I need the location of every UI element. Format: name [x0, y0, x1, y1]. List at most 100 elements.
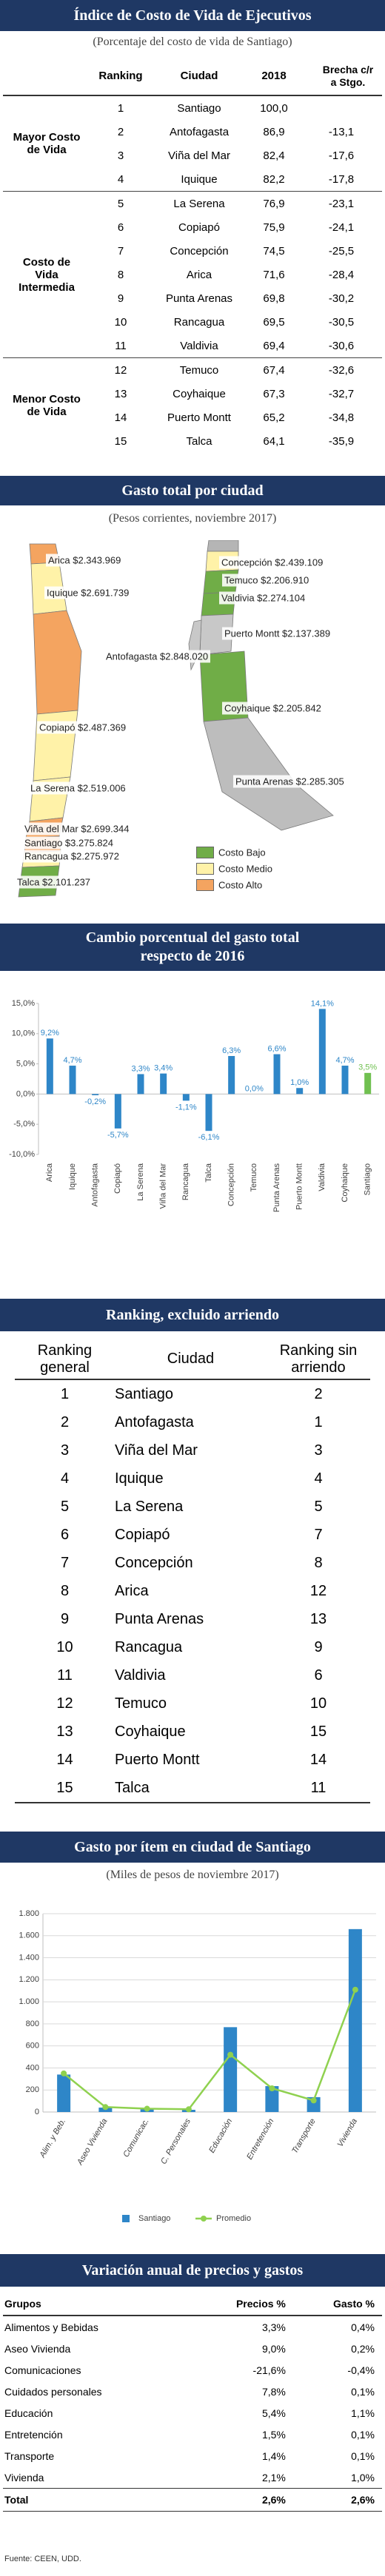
- city: Temuco: [115, 1695, 167, 1712]
- line-marker: [269, 2085, 275, 2091]
- table-row: Entretención 1,5% 0,1%: [3, 2424, 382, 2445]
- spend-change: -0,4%: [347, 2364, 375, 2376]
- city: Antofagasta: [115, 1413, 194, 1430]
- table-row: 9 Punta Arenas 69,8 -30,2: [3, 286, 382, 310]
- value-label: 3,4%: [154, 1064, 173, 1073]
- map-label: Iquique $2.691.739: [44, 586, 132, 599]
- y-tick-label: 0: [35, 2108, 39, 2116]
- x-tick-label: Santiago: [364, 1163, 372, 1195]
- map-label: Puerto Montt $2.137.389: [222, 627, 333, 640]
- empty-cell: [301, 95, 382, 120]
- line-marker: [310, 2097, 317, 2104]
- table-row: 14 Puerto Montt 65,2 -34,8: [3, 406, 382, 429]
- index-value: 76,9: [247, 191, 301, 215]
- table-row: 13 Coyhaique 15: [15, 1718, 370, 1746]
- rank: 3: [117, 149, 124, 162]
- city: Coyhaique: [115, 1723, 186, 1740]
- rank: 13: [56, 1723, 73, 1740]
- y-tick-label: 10,0%: [12, 1029, 35, 1038]
- y-tick-label: 1.000: [19, 1997, 39, 2006]
- city: La Serena: [115, 1498, 184, 1515]
- table-row: 1 Santiago 2: [15, 1379, 370, 1408]
- map-label: Antofagasta $2.848.020: [104, 650, 211, 663]
- group-label: Menor Costo de Vida: [3, 357, 90, 453]
- chart: -10,0% -5,0% 0,0% 5,0% 10,0% 15,0% 9,2% 4,7% -0,…: [9, 999, 379, 1213]
- rank: 12: [90, 357, 151, 382]
- gap-value: -30,6: [328, 339, 355, 352]
- city: Santiago: [115, 1385, 173, 1402]
- map-label: Talca $2.101.237: [15, 875, 93, 889]
- table-row: 12 Temuco 10: [15, 1689, 370, 1718]
- city: Viña del Mar: [168, 149, 230, 162]
- rank: 13: [114, 387, 127, 400]
- header-cell: [3, 58, 90, 96]
- rank: 3: [60, 1442, 70, 1459]
- section-header: Gasto total por ciudad: [0, 476, 385, 505]
- bar: [318, 1009, 326, 1094]
- rank: 9: [60, 1610, 70, 1627]
- table-row: Menor Costo de Vida 12 Temuco 67,4 -32,6: [3, 357, 382, 453]
- group: Comunicaciones: [4, 2364, 81, 2376]
- city: Talca: [186, 434, 212, 448]
- price-change: 9,0%: [261, 2342, 286, 2355]
- table-row: 11 Valdivia 69,4 -30,6: [3, 334, 382, 358]
- group: Vivienda: [4, 2471, 44, 2483]
- x-tick-label: Transporte: [290, 2117, 318, 2155]
- rank: 9: [117, 292, 124, 305]
- group-label: Costo de Vida Intermedia: [3, 191, 90, 358]
- rank-no-rent: 6: [314, 1667, 323, 1684]
- x-tick-label: Entretención: [245, 2117, 275, 2161]
- table-row: 14 Puerto Montt 14: [15, 1746, 370, 1774]
- table-row: 9 Punta Arenas 13: [15, 1605, 370, 1633]
- spend-change: 1,1%: [351, 2407, 375, 2419]
- spend-change: 0,4%: [351, 2321, 375, 2333]
- bar: [114, 1094, 121, 1129]
- table-row: 4 Iquique 82,2 -17,8: [3, 167, 382, 192]
- index-value: 65,2: [263, 411, 285, 424]
- x-tick-label: La Serena: [136, 1163, 145, 1201]
- spend-change: 1,0%: [351, 2471, 375, 2483]
- x-tick-label: Puerto Montt: [295, 1163, 304, 1210]
- price-change: 1,4%: [261, 2449, 286, 2462]
- total-label: Total: [3, 2488, 195, 2512]
- region: [207, 540, 239, 552]
- map-label: Rancagua $2.275.972: [22, 850, 121, 863]
- total-row: Total 2,6% 2,6%: [3, 2488, 382, 2512]
- x-tick-label: Aseo Vivienda: [76, 2117, 110, 2168]
- gap-value: -23,1: [301, 191, 382, 215]
- group: Cuidados personales: [4, 2385, 102, 2398]
- table-row: 7 Concepción 8: [15, 1549, 370, 1577]
- rank-no-rent: 4: [314, 1470, 323, 1487]
- rank: 4: [60, 1470, 70, 1487]
- city: Iquique: [115, 1470, 164, 1487]
- gap-value: -17,8: [328, 172, 355, 186]
- rank-no-rent: 13: [309, 1610, 327, 1627]
- x-tick-label: C. Personales: [159, 2117, 192, 2166]
- city: Puerto Montt: [115, 1751, 200, 1768]
- ranking-table: Ranking general Ciudad Ranking sin arriend…: [15, 1339, 370, 1803]
- table-row: Alimentos y Bebidas 3,3% 0,4%: [3, 2316, 382, 2338]
- rank: 8: [60, 1582, 70, 1599]
- group-label: Mayor Costo de Vida: [13, 131, 81, 156]
- gap-value: -24,1: [328, 221, 355, 234]
- rank: 8: [117, 268, 124, 281]
- city: Puerto Montt: [167, 411, 231, 424]
- x-tick-label: Punta Arenas: [272, 1163, 281, 1213]
- city: Iquique: [181, 172, 218, 186]
- rank-no-rent: 14: [309, 1751, 327, 1768]
- x-tick-label: Copiapó: [113, 1163, 122, 1194]
- bar: [46, 1038, 53, 1094]
- bar: [137, 1074, 144, 1094]
- table-row: Cuidados personales 7,8% 0,1%: [3, 2381, 382, 2402]
- index-value: 71,6: [263, 268, 285, 281]
- rank: 4: [117, 172, 124, 186]
- table-row: 2 Antofagasta 86,9 -13,1: [3, 120, 382, 144]
- rank-no-rent: 8: [314, 1554, 323, 1571]
- rank: 2: [60, 1413, 70, 1430]
- spend-change: 0,2%: [351, 2342, 375, 2355]
- spend-change: 0,1%: [351, 2385, 375, 2398]
- table-row: 6 Copiapó 7: [15, 1521, 370, 1549]
- city: Coyhaique: [173, 387, 226, 400]
- rank: 12: [56, 1695, 73, 1712]
- legend-label: Promedio: [216, 2214, 251, 2223]
